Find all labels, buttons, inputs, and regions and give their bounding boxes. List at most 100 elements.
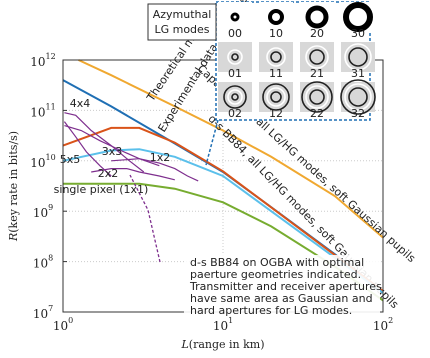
- mode-label: 30: [351, 27, 365, 40]
- note-box: [184, 255, 380, 317]
- mode-ring: [344, 83, 372, 111]
- x-tick-label: 101: [213, 316, 233, 333]
- mode-ring: [223, 85, 247, 109]
- tick-base: 10: [30, 55, 45, 69]
- inset-title: Azymuthal: [153, 8, 212, 21]
- mode-image: [341, 42, 375, 72]
- mode-ring: [343, 2, 373, 32]
- y-tick-label: 107: [33, 304, 53, 321]
- mode-image: [218, 42, 252, 72]
- tick-base: 10: [53, 319, 68, 333]
- tick-base: 10: [33, 307, 48, 321]
- x-axis-label: L(range in km): [180, 338, 264, 351]
- series-label: 3x3: [102, 145, 123, 158]
- tick-base: 10: [213, 319, 228, 333]
- series-line: [78, 59, 384, 239]
- axis-text: (range in km): [189, 338, 265, 351]
- y-axis-label: R(key rate in bits/s): [7, 131, 20, 242]
- mode-label: 00: [228, 27, 242, 40]
- note-line: Transmitter and receiver apertures: [189, 280, 382, 293]
- mode-label: 22: [310, 107, 324, 120]
- mode-label: 21: [310, 67, 324, 80]
- y-tick-label: 109: [33, 203, 53, 220]
- mode-label: 12: [269, 107, 283, 120]
- y-tick-label: 1010: [30, 153, 55, 170]
- note-line: d-s BB84 on OGBA with optimal: [190, 256, 364, 269]
- mode-ring: [305, 85, 329, 109]
- series-label: 5x5: [60, 153, 81, 166]
- tick-base: 10: [30, 155, 45, 169]
- mode-ring: [344, 43, 372, 71]
- mode-ring: [231, 93, 239, 101]
- tick-exp: 1: [228, 316, 233, 325]
- series-line: [63, 121, 112, 177]
- mode-label: 31: [351, 67, 365, 80]
- mode-label: 20: [310, 27, 324, 40]
- tick-exp: 9: [48, 203, 53, 212]
- mode-ring: [305, 5, 329, 29]
- y-tick-label: 108: [33, 254, 53, 271]
- mode-label: 10: [269, 27, 283, 40]
- series-label: single pixel (1x1): [54, 183, 149, 196]
- mode-ring: [309, 89, 325, 105]
- series-line: [62, 126, 384, 292]
- tick-base: 10: [373, 319, 388, 333]
- tick-exp: 0: [68, 316, 73, 325]
- series-line: [91, 168, 175, 181]
- mode-label: 11: [269, 67, 283, 80]
- mode-label: 32: [351, 107, 365, 120]
- tick-exp: 10: [46, 153, 56, 162]
- axis-var: R: [7, 233, 20, 242]
- mode-ring: [266, 47, 286, 67]
- mode-image: [341, 82, 375, 112]
- inset-title-box: [147, 3, 217, 41]
- note-line: paerture geometries indicated.: [190, 268, 361, 281]
- mode-ring: [301, 81, 333, 113]
- mode-ring: [305, 45, 329, 69]
- mode-ring: [270, 91, 282, 103]
- mode-ring: [231, 53, 239, 61]
- series-line: [111, 158, 199, 182]
- mode-ring: [227, 49, 243, 65]
- mode-label: 01: [228, 67, 242, 80]
- mode-ring: [262, 83, 290, 111]
- mode-ring: [227, 89, 243, 105]
- mode-image: [259, 82, 293, 112]
- inset-title: LG modes: [154, 23, 209, 36]
- tick-exp: 12: [46, 52, 56, 61]
- mode-ring: [348, 47, 368, 67]
- tick-base: 10: [30, 105, 45, 119]
- mode-ring: [270, 51, 282, 63]
- series-label: 4x4: [70, 97, 91, 110]
- mode-image: [218, 2, 252, 32]
- tick-base: 10: [33, 256, 48, 270]
- tick-exp: 8: [48, 254, 53, 263]
- series-label: 2x2: [98, 167, 119, 180]
- annotation-arrow: [129, 174, 161, 263]
- note-line: hard apertures for LG modes.: [190, 304, 352, 317]
- mode-ring: [309, 49, 325, 65]
- mode-image: [259, 42, 293, 72]
- inset-connector: [205, 119, 219, 166]
- tick-exp: 7: [48, 304, 53, 313]
- mode-ring: [340, 79, 376, 115]
- y-tick-label: 1011: [30, 102, 55, 119]
- note-line: have same area as Gaussian and: [190, 292, 373, 305]
- x-tick-label: 102: [373, 316, 393, 333]
- axis-text: (key rate in bits/s): [7, 131, 20, 233]
- y-tick-label: 1012: [30, 52, 55, 69]
- series-label: 1x2: [150, 151, 171, 164]
- x-tick-label: 100: [53, 316, 73, 333]
- tick-base: 10: [33, 206, 48, 220]
- axis-var: L: [180, 338, 188, 351]
- tick-exp: 11: [46, 102, 56, 111]
- mode-ring: [348, 87, 368, 107]
- series-line: [62, 148, 384, 294]
- mode-ring: [266, 87, 286, 107]
- series-line: [64, 112, 145, 173]
- mode-ring: [230, 12, 240, 22]
- mode-image: [259, 2, 293, 32]
- mode-ring: [268, 9, 284, 25]
- tick-exp: 2: [388, 316, 393, 325]
